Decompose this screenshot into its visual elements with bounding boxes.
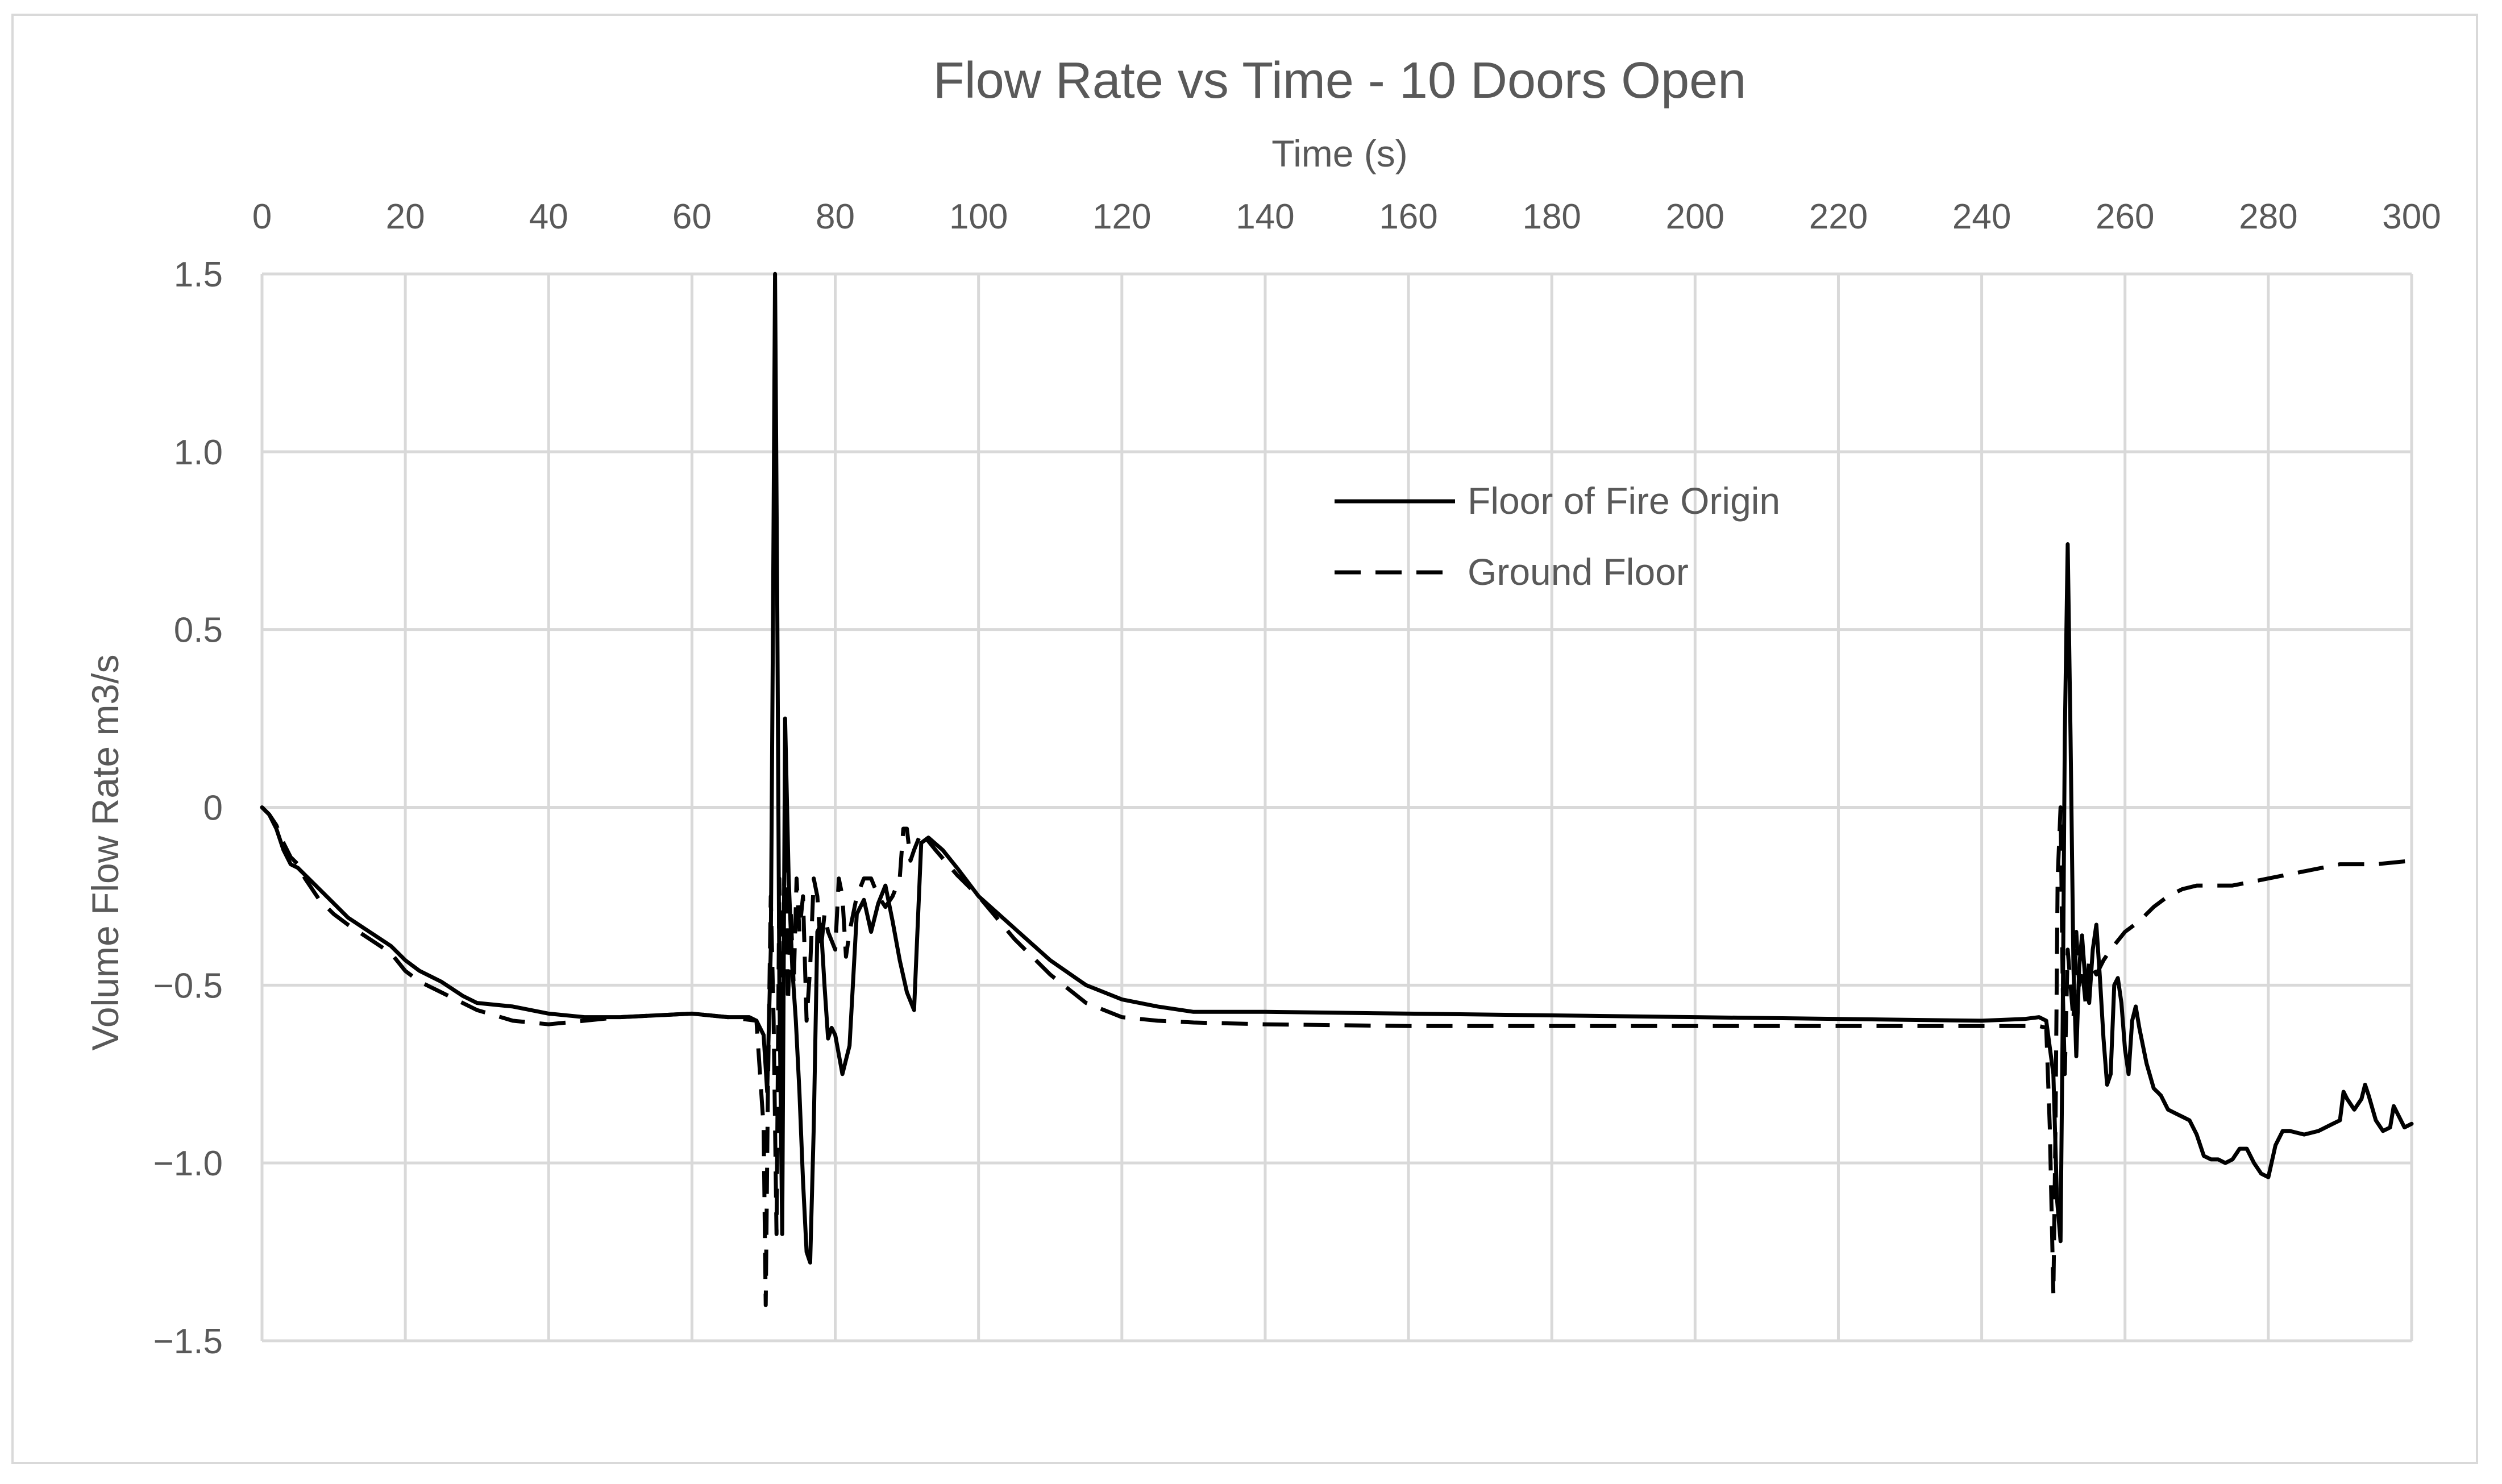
x-tick-label: 140: [1236, 197, 1294, 236]
x-tick-label: 160: [1379, 197, 1437, 236]
legend-label-ground-floor: Ground Floor: [1468, 551, 1689, 593]
series-line-ground-floor: [260, 805, 2412, 1307]
y-tick-label: 1.5: [174, 255, 223, 294]
y-axis-title: Volume Flow Rate m3/s: [84, 655, 126, 1051]
y-tick-label: −1.5: [153, 1322, 223, 1361]
tick-labels: 0 20 40 60 80 100 120 140 160 180 200 220 240 260 280 3…: [153, 197, 2441, 1361]
x-tick-label: 240: [1952, 197, 2011, 236]
legend-label-floor-of-fire-origin: Floor of Fire Origin: [1468, 480, 1780, 522]
x-tick-label: 220: [1809, 197, 1868, 236]
x-tick-label: 300: [2382, 197, 2441, 236]
x-tick-label: 60: [672, 197, 712, 236]
x-tick-label: 120: [1092, 197, 1151, 236]
x-tick-label: 260: [2096, 197, 2154, 236]
x-tick-label: 200: [1666, 197, 1724, 236]
x-axis-title: Time (s): [1271, 132, 1408, 174]
y-tick-label: −0.5: [153, 966, 223, 1005]
chart-frame: [11, 14, 2478, 1464]
grid: [260, 272, 2413, 1342]
y-tick-label: 0: [203, 789, 223, 828]
x-tick-label: 180: [1522, 197, 1581, 236]
series-lines: [260, 272, 2414, 1307]
series-line-floor-of-fire-origin: [260, 272, 2414, 1265]
y-tick-label: 1.0: [174, 433, 223, 472]
legend: Floor of Fire Origin Ground Floor: [1335, 480, 1780, 593]
x-tick-label: 100: [949, 197, 1008, 236]
chart-title: Flow Rate vs Time - 10 Doors Open: [933, 52, 1747, 109]
x-tick-label: 0: [252, 197, 272, 236]
x-tick-label: 80: [816, 197, 855, 236]
x-tick-label: 20: [386, 197, 425, 236]
x-tick-label: 40: [529, 197, 568, 236]
y-tick-label: 0.5: [174, 611, 223, 650]
x-tick-label: 280: [2239, 197, 2297, 236]
y-tick-label: −1.0: [153, 1144, 223, 1183]
